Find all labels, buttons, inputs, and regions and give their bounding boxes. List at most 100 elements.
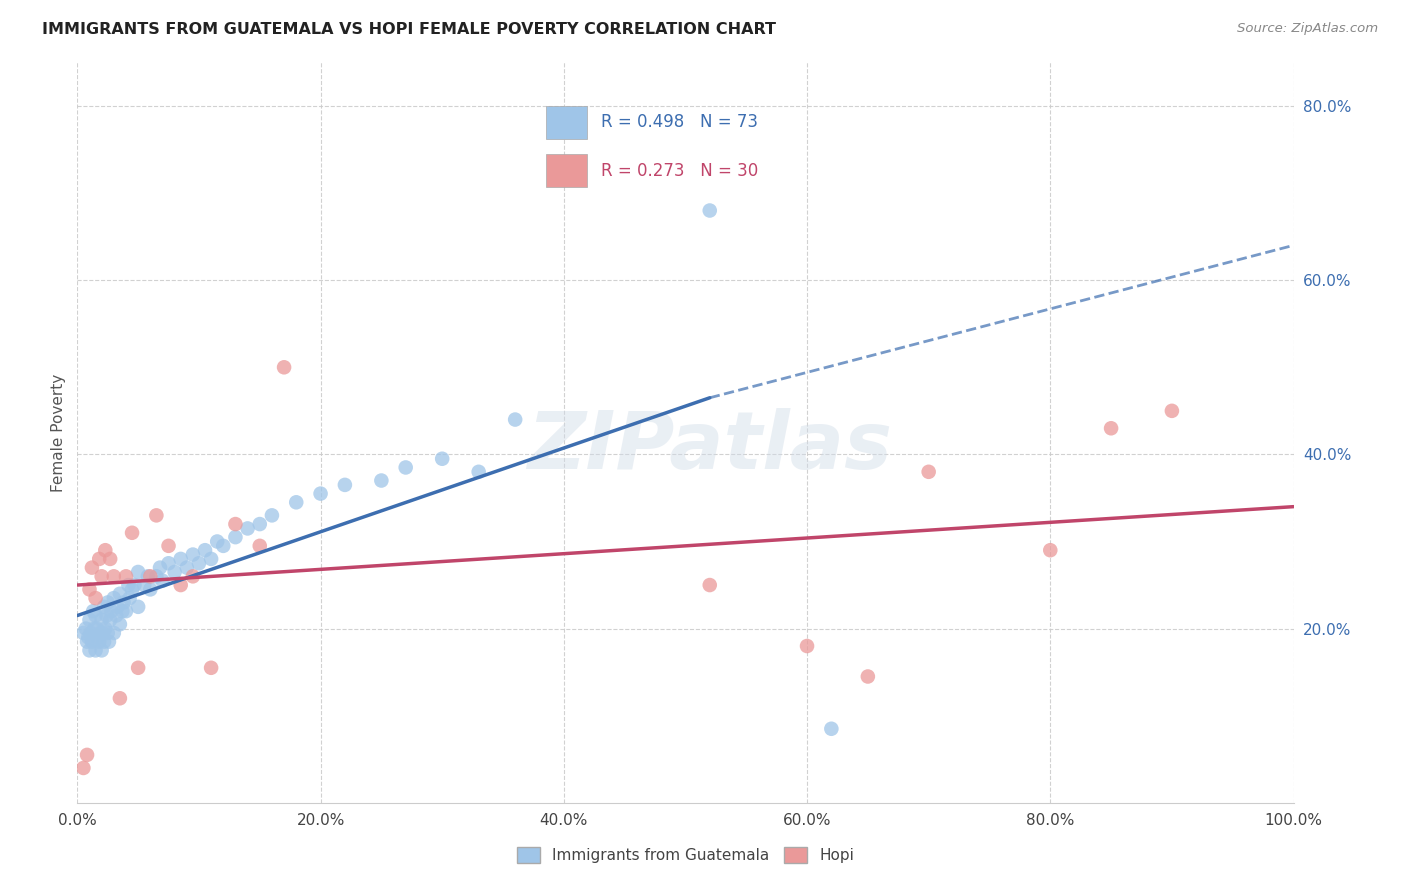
Point bbox=[96, 608, 118, 623]
Point bbox=[430, 451, 453, 466]
Point bbox=[157, 539, 180, 553]
Point bbox=[84, 608, 107, 623]
Point bbox=[395, 460, 418, 475]
Point bbox=[90, 569, 112, 583]
Point bbox=[97, 626, 120, 640]
Point bbox=[200, 552, 222, 566]
Point bbox=[103, 626, 125, 640]
Point bbox=[115, 569, 138, 583]
Point bbox=[503, 412, 526, 426]
Point bbox=[93, 599, 115, 614]
Point bbox=[80, 560, 103, 574]
Point bbox=[97, 595, 120, 609]
Point bbox=[224, 530, 246, 544]
Point bbox=[83, 622, 105, 636]
Point bbox=[370, 474, 392, 488]
Point bbox=[333, 478, 356, 492]
Point bbox=[124, 578, 146, 592]
Point bbox=[194, 543, 217, 558]
Point bbox=[467, 465, 489, 479]
Point bbox=[249, 517, 271, 532]
Point bbox=[699, 578, 721, 592]
Point bbox=[72, 626, 94, 640]
Point bbox=[90, 643, 112, 657]
Point bbox=[86, 622, 108, 636]
Point bbox=[157, 556, 180, 570]
Point bbox=[79, 643, 101, 657]
Point bbox=[139, 569, 162, 583]
Point bbox=[181, 569, 204, 583]
Point bbox=[236, 521, 259, 535]
Point bbox=[145, 569, 167, 583]
Point bbox=[115, 604, 138, 618]
Point bbox=[820, 722, 842, 736]
Point bbox=[796, 639, 818, 653]
Point bbox=[98, 613, 121, 627]
Point bbox=[117, 578, 139, 592]
Point bbox=[90, 613, 112, 627]
Point bbox=[1161, 404, 1184, 418]
Point bbox=[107, 599, 129, 614]
Point bbox=[97, 634, 120, 648]
Y-axis label: Female Poverty: Female Poverty bbox=[51, 374, 66, 491]
Point bbox=[79, 582, 101, 597]
Point bbox=[149, 560, 172, 574]
Point bbox=[200, 661, 222, 675]
Point bbox=[89, 634, 111, 648]
Point bbox=[76, 634, 98, 648]
Point bbox=[84, 591, 107, 606]
Point bbox=[80, 626, 103, 640]
Point bbox=[176, 560, 198, 574]
Point bbox=[212, 539, 235, 553]
Point bbox=[89, 552, 111, 566]
Text: Source: ZipAtlas.com: Source: ZipAtlas.com bbox=[1237, 22, 1378, 36]
Point bbox=[170, 578, 193, 592]
Point bbox=[1039, 543, 1062, 558]
Point bbox=[87, 630, 110, 644]
Point bbox=[112, 595, 135, 609]
Point bbox=[105, 608, 128, 623]
Point bbox=[111, 604, 134, 618]
Point bbox=[188, 556, 211, 570]
Point bbox=[91, 626, 114, 640]
Point bbox=[224, 517, 246, 532]
Point bbox=[72, 761, 94, 775]
Point bbox=[89, 626, 111, 640]
Point bbox=[145, 508, 167, 523]
Point bbox=[82, 604, 104, 618]
Legend: Immigrants from Guatemala, Hopi: Immigrants from Guatemala, Hopi bbox=[510, 841, 860, 869]
Point bbox=[127, 661, 149, 675]
Point bbox=[118, 591, 141, 606]
Point bbox=[134, 578, 156, 592]
Point bbox=[77, 630, 100, 644]
Point bbox=[127, 599, 149, 614]
Point bbox=[93, 634, 115, 648]
Point bbox=[98, 552, 121, 566]
Point bbox=[205, 534, 228, 549]
Point bbox=[84, 643, 107, 657]
Point bbox=[103, 591, 125, 606]
Point bbox=[103, 569, 125, 583]
Point bbox=[309, 486, 332, 500]
Point bbox=[152, 574, 174, 588]
Point bbox=[76, 747, 98, 762]
Point bbox=[170, 552, 193, 566]
Point bbox=[1099, 421, 1122, 435]
Point bbox=[856, 669, 879, 683]
Text: ZIPatlas: ZIPatlas bbox=[527, 409, 893, 486]
Point bbox=[108, 691, 131, 706]
Point bbox=[136, 569, 159, 583]
Point bbox=[127, 565, 149, 579]
Point bbox=[181, 548, 204, 562]
Point bbox=[699, 203, 721, 218]
Point bbox=[94, 543, 117, 558]
Point bbox=[100, 604, 122, 618]
Point bbox=[121, 582, 143, 597]
Point bbox=[75, 622, 97, 636]
Point bbox=[249, 539, 271, 553]
Point bbox=[79, 613, 101, 627]
Point bbox=[273, 360, 295, 375]
Point bbox=[260, 508, 283, 523]
Point bbox=[108, 617, 131, 632]
Point bbox=[80, 634, 103, 648]
